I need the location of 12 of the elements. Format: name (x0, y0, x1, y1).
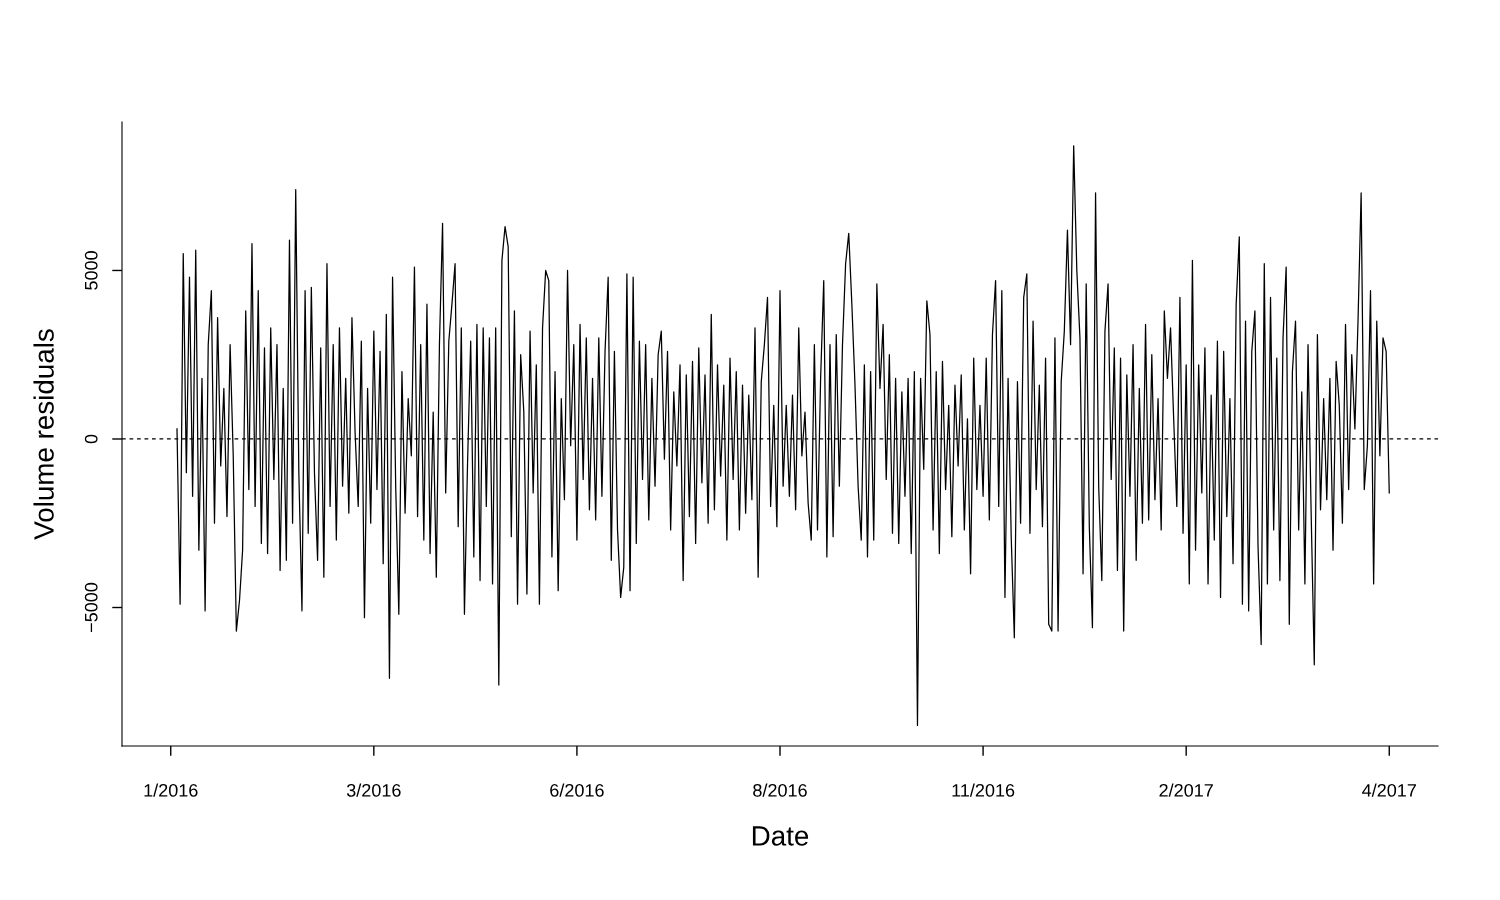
x-tick-label: 2/2017 (1159, 783, 1213, 797)
y-axis-title: Volume residuals (33, 329, 54, 540)
x-tick-label: 8/2016 (753, 783, 807, 797)
x-axis-title: Date (752, 826, 809, 846)
y-tick-label: 0 (84, 434, 98, 444)
x-tick-label: 6/2016 (550, 783, 604, 797)
y-tick-label: −5000 (84, 582, 98, 632)
y-tick-label: 5000 (84, 251, 98, 290)
x-tick-label: 4/2017 (1362, 783, 1416, 797)
x-tick-label: 1/2016 (144, 783, 198, 797)
x-tick-label: 3/2016 (346, 783, 401, 797)
x-tick-label: 11/2016 (952, 783, 1015, 797)
